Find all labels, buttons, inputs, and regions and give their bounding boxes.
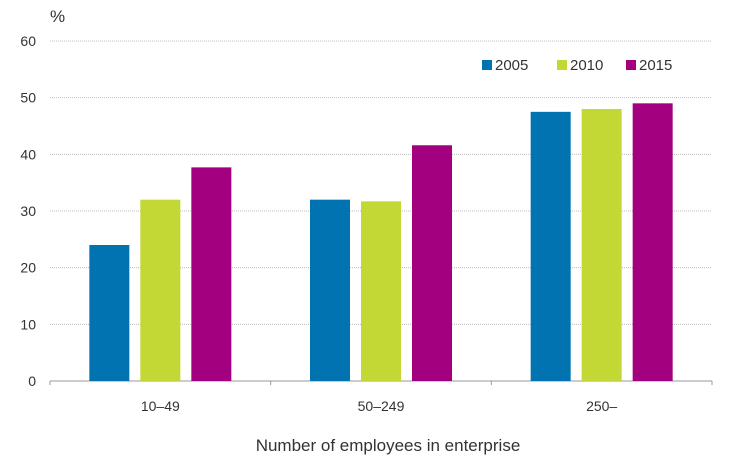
- legend-label-2015: 2015: [639, 57, 672, 74]
- legend-label-2005: 2005: [495, 57, 528, 74]
- y-tick-label: 30: [20, 203, 36, 219]
- x-tick-label: 50–249: [358, 398, 405, 414]
- legend-swatch-2005: [482, 60, 492, 70]
- bar-2005-1: [89, 245, 130, 381]
- x-tick-label: 250–: [586, 398, 617, 414]
- legend-label-2010: 2010: [570, 57, 603, 74]
- y-tick-label: 0: [28, 373, 36, 389]
- x-axis-ticks: 10–49 50–249 250–: [49, 381, 713, 414]
- y-axis-ticks: 0 10 20 30 40 50 60: [20, 33, 36, 389]
- legend-swatch-2010: [557, 60, 567, 70]
- bar-2010-2: [361, 201, 401, 381]
- y-axis-label: %: [50, 7, 65, 26]
- bar-2010-1: [140, 199, 181, 381]
- bar-2015-2: [412, 145, 452, 381]
- legend-swatch-2015: [626, 60, 636, 70]
- bar-2015-3: [632, 103, 673, 381]
- x-axis-label: Number of employees in enterprise: [256, 436, 521, 455]
- x-tick-label: 10–49: [141, 398, 180, 414]
- bar-2010-3: [581, 109, 622, 381]
- legend: 2005 2010 2015: [482, 57, 672, 74]
- y-tick-label: 60: [20, 33, 36, 49]
- bars: [89, 103, 673, 381]
- y-tick-label: 10: [20, 316, 36, 332]
- bar-2015-1: [191, 167, 232, 381]
- y-tick-label: 40: [20, 146, 36, 162]
- y-tick-label: 50: [20, 90, 36, 106]
- y-tick-label: 20: [20, 260, 36, 276]
- bar-2005-2: [310, 199, 350, 381]
- bar-2005-3: [530, 111, 571, 381]
